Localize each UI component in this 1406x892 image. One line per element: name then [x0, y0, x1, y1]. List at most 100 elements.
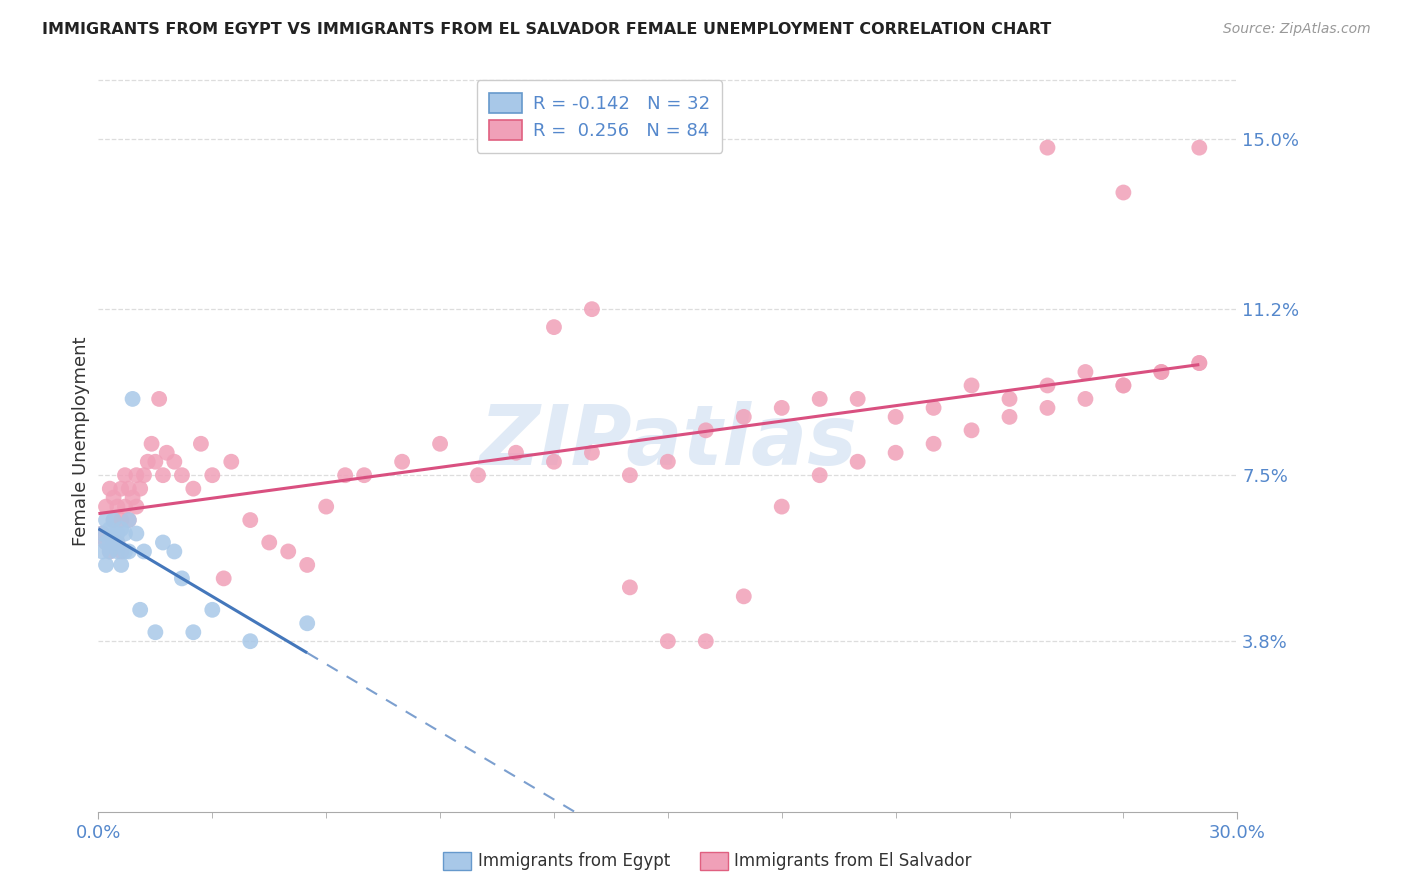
Point — [129, 603, 152, 617]
Point — [91, 526, 114, 541]
Point — [657, 634, 679, 648]
Point — [1074, 392, 1097, 406]
Point — [163, 455, 186, 469]
Point — [121, 392, 143, 406]
Point — [107, 500, 129, 514]
Point — [221, 455, 243, 469]
Point — [695, 634, 717, 648]
Point — [733, 590, 755, 604]
Point — [1074, 365, 1097, 379]
Point — [581, 446, 603, 460]
Point — [353, 468, 375, 483]
Point — [391, 455, 413, 469]
Point — [1188, 356, 1211, 370]
Point — [98, 544, 121, 558]
Point — [1150, 365, 1173, 379]
Point — [201, 603, 224, 617]
Point — [103, 513, 125, 527]
Point — [808, 392, 831, 406]
Point — [141, 437, 163, 451]
Point — [846, 455, 869, 469]
Point — [733, 409, 755, 424]
Point — [183, 482, 205, 496]
Point — [98, 544, 121, 558]
Point — [170, 468, 193, 483]
Legend: R = -0.142   N = 32, R =  0.256   N = 84: R = -0.142 N = 32, R = 0.256 N = 84 — [477, 80, 723, 153]
Point — [212, 571, 235, 585]
Point — [91, 526, 114, 541]
Point — [103, 535, 125, 549]
Point — [110, 513, 132, 527]
Point — [543, 320, 565, 334]
Point — [1112, 378, 1135, 392]
Point — [94, 535, 117, 549]
Point — [148, 392, 170, 406]
Point — [118, 544, 141, 558]
Point — [91, 544, 114, 558]
Point — [657, 455, 679, 469]
Point — [467, 468, 489, 483]
Point — [922, 437, 945, 451]
Y-axis label: Female Unemployment: Female Unemployment — [72, 337, 90, 546]
Point — [884, 409, 907, 424]
Point — [581, 302, 603, 317]
Point — [1112, 378, 1135, 392]
Point — [107, 535, 129, 549]
Point — [1036, 401, 1059, 415]
Point — [619, 468, 641, 483]
Point — [1036, 378, 1059, 392]
Point — [114, 500, 136, 514]
Point — [1188, 141, 1211, 155]
Point — [121, 491, 143, 505]
Point — [505, 446, 527, 460]
Point — [103, 491, 125, 505]
Point — [297, 558, 319, 572]
Point — [94, 513, 117, 527]
Point — [98, 522, 121, 536]
Text: ZIPatlas: ZIPatlas — [479, 401, 856, 482]
Point — [107, 535, 129, 549]
Point — [145, 455, 167, 469]
Point — [277, 544, 299, 558]
Point — [335, 468, 357, 483]
Point — [110, 558, 132, 572]
Point — [129, 482, 152, 496]
Point — [619, 580, 641, 594]
Point — [998, 409, 1021, 424]
Point — [429, 437, 451, 451]
Point — [125, 526, 148, 541]
Point — [110, 482, 132, 496]
Point — [103, 526, 125, 541]
Point — [884, 446, 907, 460]
Point — [998, 392, 1021, 406]
Point — [170, 571, 193, 585]
Point — [118, 513, 141, 527]
Point — [960, 378, 983, 392]
Point — [1150, 365, 1173, 379]
Text: Immigrants from El Salvador: Immigrants from El Salvador — [734, 852, 972, 870]
Point — [770, 500, 793, 514]
Point — [132, 468, 155, 483]
Point — [118, 513, 141, 527]
Point — [239, 634, 262, 648]
Point — [107, 544, 129, 558]
Point — [808, 468, 831, 483]
Text: IMMIGRANTS FROM EGYPT VS IMMIGRANTS FROM EL SALVADOR FEMALE UNEMPLOYMENT CORRELA: IMMIGRANTS FROM EGYPT VS IMMIGRANTS FROM… — [42, 22, 1052, 37]
Point — [114, 468, 136, 483]
Point — [145, 625, 167, 640]
Point — [846, 392, 869, 406]
Point — [114, 526, 136, 541]
Point — [1036, 141, 1059, 155]
Point — [163, 544, 186, 558]
Point — [94, 535, 117, 549]
Point — [125, 500, 148, 514]
Point — [103, 513, 125, 527]
Point — [190, 437, 212, 451]
Point — [110, 544, 132, 558]
Point — [98, 535, 121, 549]
Point — [152, 535, 174, 549]
Point — [94, 558, 117, 572]
Point — [118, 482, 141, 496]
Point — [152, 468, 174, 483]
Point — [201, 468, 224, 483]
